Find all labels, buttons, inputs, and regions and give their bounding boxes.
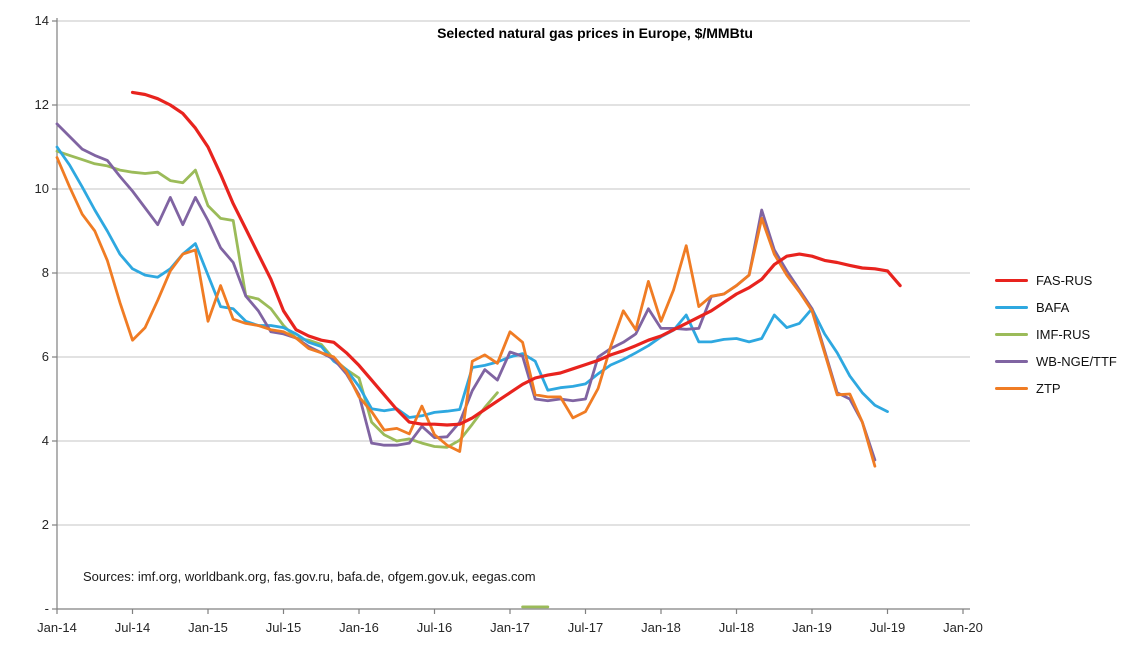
x-axis-tick-label: Jan-15 xyxy=(188,620,228,635)
x-axis-tick-label: Jan-16 xyxy=(339,620,379,635)
x-axis-tick-label: Jan-19 xyxy=(792,620,832,635)
sources-note: Sources: imf.org, worldbank.org, fas.gov… xyxy=(83,569,536,584)
legend: FAS-RUS BAFA IMF-RUS WB-NGE/TTF ZTP xyxy=(995,267,1117,402)
chart-title: Selected natural gas prices in Europe, $… xyxy=(437,25,753,41)
legend-item-label: FAS-RUS xyxy=(1036,273,1093,288)
legend-item: WB-NGE/TTF xyxy=(995,348,1117,375)
legend-item: ZTP xyxy=(995,375,1117,402)
x-axis-tick-label: Jul-16 xyxy=(416,620,453,635)
y-axis-tick-label: 12 xyxy=(34,97,49,112)
legend-line-swatch xyxy=(995,360,1028,363)
legend-line-swatch xyxy=(995,333,1028,336)
x-axis-tick-label: Jan-18 xyxy=(641,620,681,635)
x-axis-tick-label: Jul-19 xyxy=(869,620,906,635)
legend-item-label: BAFA xyxy=(1036,300,1070,315)
y-axis-tick-label: 6 xyxy=(41,349,49,364)
legend-item-label: ZTP xyxy=(1036,381,1061,396)
legend-line-swatch xyxy=(995,306,1028,309)
y-axis-tick-label: - xyxy=(44,601,49,616)
legend-item-label: IMF-RUS xyxy=(1036,327,1091,342)
x-axis-tick-label: Jan-20 xyxy=(943,620,983,635)
x-axis-tick-label: Jul-15 xyxy=(265,620,302,635)
y-axis-tick-label: 10 xyxy=(34,181,49,196)
y-axis-tick-label: 2 xyxy=(41,517,49,532)
legend-item: FAS-RUS xyxy=(995,267,1117,294)
y-axis-tick-label: 8 xyxy=(41,265,49,280)
x-axis-tick-label: Jan-14 xyxy=(37,620,77,635)
y-axis-tick-label: 14 xyxy=(34,13,49,28)
x-axis-tick-label: Jul-18 xyxy=(718,620,755,635)
y-axis-tick-label: 4 xyxy=(41,433,49,448)
x-axis-tick-label: Jul-17 xyxy=(567,620,604,635)
legend-item: IMF-RUS xyxy=(995,321,1117,348)
legend-line-swatch xyxy=(995,387,1028,390)
legend-line-swatch xyxy=(995,279,1028,282)
x-axis-tick-label: Jul-14 xyxy=(114,620,151,635)
legend-item: BAFA xyxy=(995,294,1117,321)
x-axis-tick-label: Jan-17 xyxy=(490,620,530,635)
legend-item-label: WB-NGE/TTF xyxy=(1036,354,1117,369)
